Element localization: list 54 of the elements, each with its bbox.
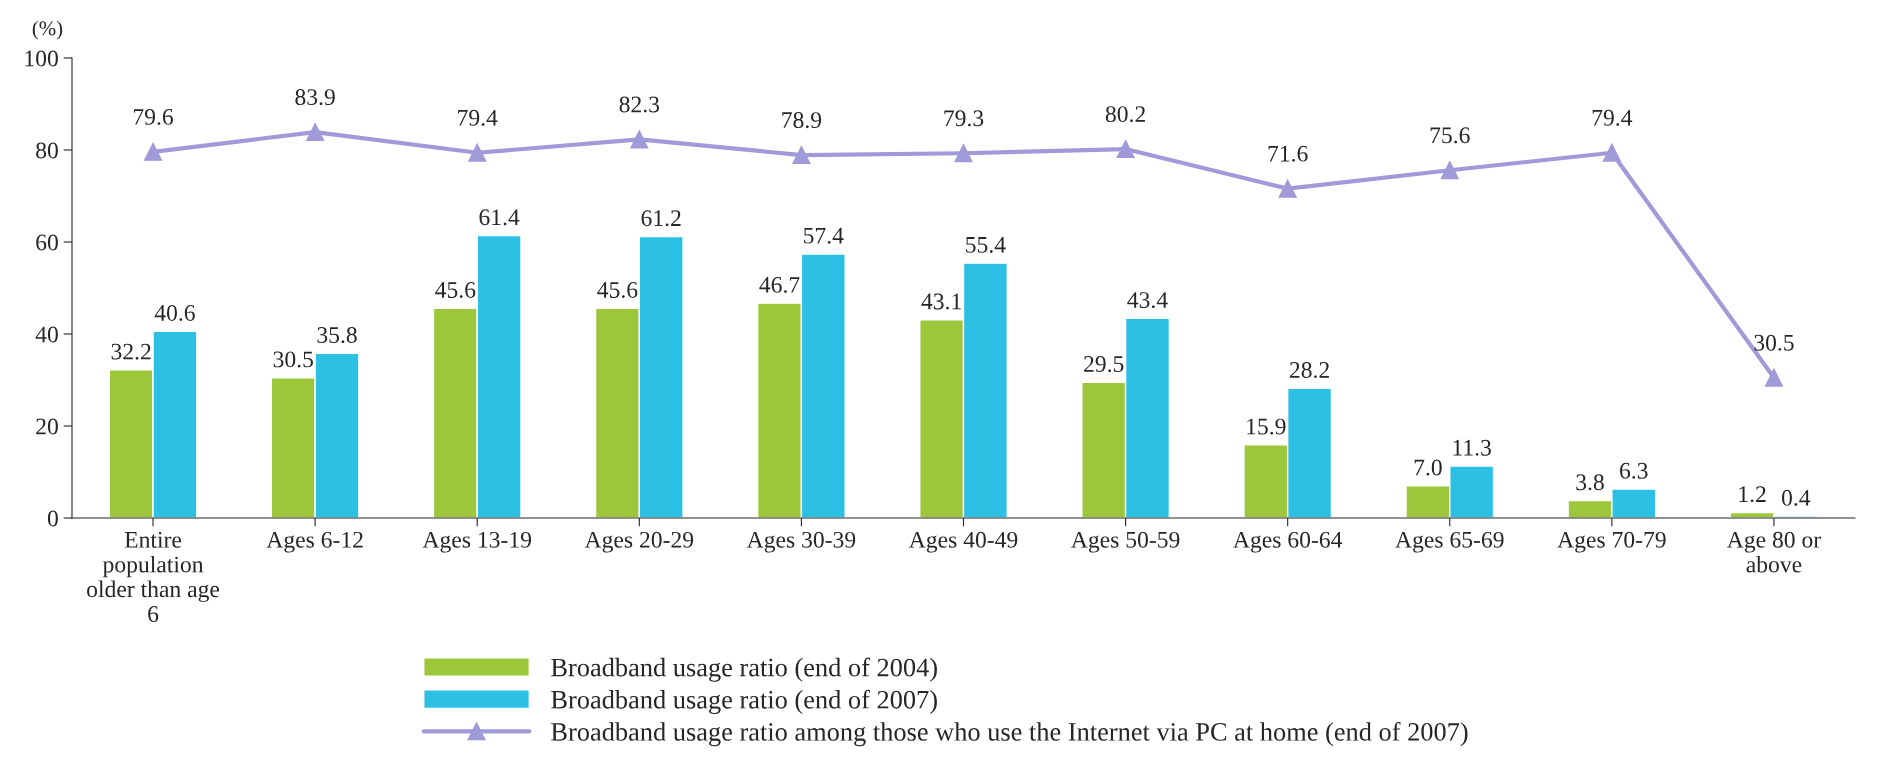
- data-label: 71.6: [1268, 145, 1308, 162]
- x-tick-label: Ages 6-12: [266, 531, 363, 553]
- data-label: 32.2: [111, 343, 151, 360]
- data-label: 45.6: [435, 282, 476, 298]
- data-label: 15.9: [1247, 418, 1286, 435]
- x-tick-label: Age 80 or above: [1726, 531, 1821, 573]
- legend-label: Broadband usage ratio (end of 2004): [551, 657, 937, 682]
- data-label: 11.3: [1453, 439, 1491, 456]
- data-label: 79.3: [944, 110, 984, 127]
- x-tick-label: Ages 60-64: [1233, 531, 1343, 553]
- legend-label: Broadband usage ratio among those who use the Internet via PC at home (end of 2007): [551, 721, 1468, 747]
- x-tick-label: Ages 40-49: [908, 531, 1018, 553]
- data-label: 43.1: [921, 293, 961, 310]
- y-tick-label: 100: [25, 50, 58, 67]
- data-label: 43.4: [1127, 292, 1168, 309]
- data-label: 75.6: [1430, 127, 1470, 144]
- data-label: 45.6: [597, 282, 638, 298]
- data-label: 46.7: [759, 276, 800, 293]
- data-label: 79.4: [458, 109, 498, 126]
- data-label: 61.2: [641, 210, 681, 227]
- y-tick-label: 60: [36, 234, 58, 251]
- x-tick-label: Ages 13-19: [422, 531, 532, 553]
- data-label: 1.2: [1739, 486, 1766, 503]
- data-label: 6.3: [1620, 462, 1648, 479]
- x-tick-label: Ages 20-29: [584, 531, 694, 553]
- y-tick-label: 40: [35, 326, 58, 343]
- y-tick-label: 0: [47, 510, 58, 527]
- data-label: 28.2: [1289, 361, 1329, 379]
- data-label: 0.4: [1781, 489, 1811, 506]
- data-label: 55.4: [966, 237, 1006, 253]
- data-label: 79.6: [133, 108, 173, 125]
- data-label: 3.8: [1576, 474, 1604, 491]
- data-label: 79.4: [1592, 109, 1633, 126]
- data-label: 82.3: [619, 96, 660, 113]
- data-label: 57.4: [804, 227, 844, 244]
- x-tick-label: Entire population older than age 6: [87, 531, 220, 622]
- y-tick-label: 20: [36, 418, 58, 435]
- data-label: 40.6: [154, 304, 195, 321]
- data-label: 61.4: [479, 209, 520, 226]
- x-tick-label: Ages 50-59: [1071, 531, 1180, 553]
- y-axis-title: (%): [32, 20, 63, 40]
- data-label: 78.9: [782, 112, 822, 129]
- data-label: 7.0: [1414, 459, 1442, 476]
- x-tick-label: Ages 70-79: [1557, 531, 1666, 553]
- legend-label: Broadband usage ratio (end of 2007): [551, 689, 937, 715]
- data-label: 30.5: [1754, 334, 1794, 351]
- x-tick-label: Ages 65-69: [1395, 531, 1504, 553]
- data-label: 83.9: [295, 89, 335, 106]
- data-label: 35.8: [317, 327, 357, 344]
- x-tick-label: Ages 30-39: [746, 531, 856, 553]
- data-label: 29.5: [1084, 356, 1124, 373]
- data-label: 30.5: [273, 351, 313, 368]
- data-label: 80.2: [1105, 106, 1145, 123]
- y-tick-label: 80: [36, 142, 58, 159]
